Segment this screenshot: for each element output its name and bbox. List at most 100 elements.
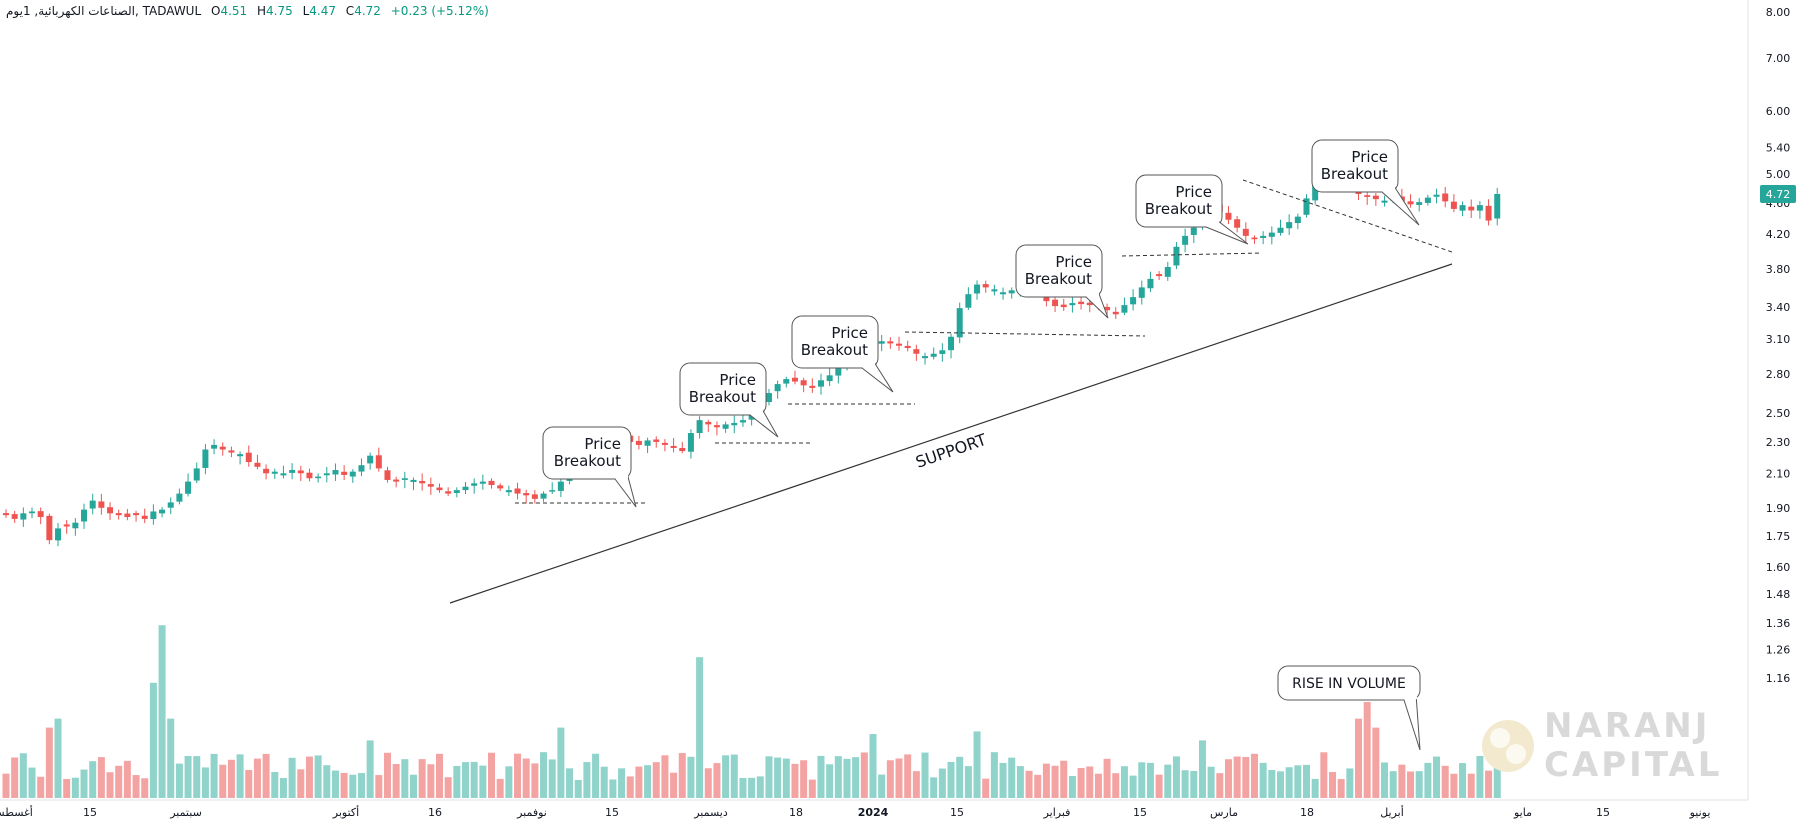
- callout-text-line2: Breakout: [1025, 270, 1092, 288]
- volume-bar: [1294, 765, 1302, 798]
- volume-bar: [522, 758, 530, 798]
- callout-text-line2: Breakout: [689, 388, 756, 406]
- watermark-logo: NARANJ CAPITAL: [1482, 706, 1722, 785]
- volume-bar: [704, 768, 712, 798]
- volume-bar: [904, 754, 912, 798]
- candle-body: [887, 341, 894, 344]
- candle-body: [653, 439, 660, 442]
- volume-bar: [652, 762, 660, 798]
- candle-body: [982, 284, 989, 288]
- candle-body: [237, 454, 244, 457]
- volume-bar: [392, 764, 400, 798]
- candle-body: [878, 341, 885, 344]
- candle-body: [835, 366, 842, 376]
- candle-body: [1069, 303, 1076, 306]
- candle-body: [141, 515, 148, 519]
- candle-body: [367, 455, 374, 464]
- candle-body: [670, 445, 677, 448]
- volume-bar: [644, 765, 652, 798]
- volume-bar: [2, 773, 10, 798]
- volume-bar: [297, 769, 305, 798]
- volume-bar: [1233, 756, 1241, 798]
- candle-body: [427, 484, 434, 487]
- candle-body: [826, 375, 833, 382]
- price-tick-label: 5.00: [1766, 168, 1791, 181]
- callout-box: [1277, 665, 1421, 701]
- volume-bar: [1216, 773, 1224, 798]
- time-tick-label: 2024: [858, 806, 889, 819]
- candle-body: [384, 470, 391, 480]
- candle-body: [471, 483, 478, 486]
- volume-bar: [1008, 757, 1016, 798]
- volume-bar: [158, 625, 166, 798]
- candle-body: [731, 422, 738, 426]
- price-tick-label: 2.10: [1766, 467, 1791, 480]
- callout-pointer-mask: [614, 472, 628, 478]
- callout-box: [1015, 244, 1103, 298]
- price-tick-label: 6.00: [1766, 105, 1791, 118]
- volume-bar: [938, 768, 946, 798]
- watermark-line1: NARANJ: [1544, 706, 1710, 746]
- close-label: C: [345, 4, 355, 18]
- volume-bar: [774, 757, 782, 798]
- volume-bar: [1381, 762, 1389, 798]
- candle-body: [393, 479, 400, 482]
- volume-bar: [175, 763, 183, 798]
- time-tick-label: أبريل: [1380, 805, 1404, 819]
- resistance-dashed-line: [904, 331, 1146, 337]
- volume-bar: [505, 766, 513, 798]
- volume-bar: [262, 753, 270, 798]
- last-price-label: 4.72: [1766, 188, 1791, 201]
- volume-bar: [383, 752, 391, 798]
- callout-box: [679, 362, 767, 416]
- volume-bar: [462, 762, 470, 798]
- volume-bar: [340, 772, 348, 798]
- candle-body: [1138, 287, 1145, 298]
- high-value: 4.75: [266, 4, 293, 18]
- callout-pointer: [1403, 693, 1421, 751]
- volume-bar: [1285, 767, 1293, 798]
- volume-bar: [817, 755, 825, 798]
- time-tick-label: أغسطس: [0, 805, 33, 819]
- volume-bar: [1467, 773, 1475, 798]
- volume-bar: [1094, 773, 1102, 798]
- candle-body: [1225, 212, 1232, 220]
- candle-body: [1268, 232, 1275, 237]
- candle-body: [1416, 202, 1423, 205]
- candle-body: [1442, 193, 1449, 202]
- volume-bar: [921, 752, 929, 798]
- symbol-name: الصناعات الكهربائية, 1يوم, TADAWUL: [6, 4, 202, 18]
- candle-body: [974, 284, 981, 294]
- candle-body: [115, 513, 122, 516]
- volume-bar: [1450, 773, 1458, 798]
- volume-bar: [600, 766, 608, 798]
- watermark-line2: CAPITAL: [1544, 745, 1722, 785]
- volume-bar: [1259, 762, 1267, 798]
- volume-bar: [930, 777, 938, 798]
- candle-body: [514, 488, 521, 494]
- candle-body: [228, 450, 235, 453]
- callout-pointer: [614, 472, 637, 508]
- price-tick-label: 5.40: [1766, 142, 1791, 155]
- price-axis[interactable]: 8.007.006.005.405.004.604.203.803.403.10…: [1747, 0, 1796, 800]
- volume-bar: [418, 759, 426, 798]
- volume-bar: [531, 763, 539, 798]
- candle-body: [297, 470, 304, 474]
- callout-text-line1: Price: [831, 324, 868, 342]
- volume-bar: [1224, 759, 1232, 798]
- candle-body: [488, 480, 495, 485]
- candle-body: [98, 501, 105, 508]
- volume-bar: [1164, 764, 1172, 798]
- candle-body: [722, 424, 729, 429]
- candle-body: [809, 385, 816, 388]
- volume-bar: [349, 774, 357, 798]
- candle-body: [46, 515, 53, 541]
- time-axis[interactable]: أغسطس 15 سبتمبر أكتوبر 16 نوفمبر 15 ديسمبر 18 202…: [0, 799, 1748, 819]
- volume-bar: [574, 779, 582, 798]
- candle-body: [679, 448, 686, 452]
- volume-bar: [548, 759, 556, 798]
- volume-bar: [956, 756, 964, 798]
